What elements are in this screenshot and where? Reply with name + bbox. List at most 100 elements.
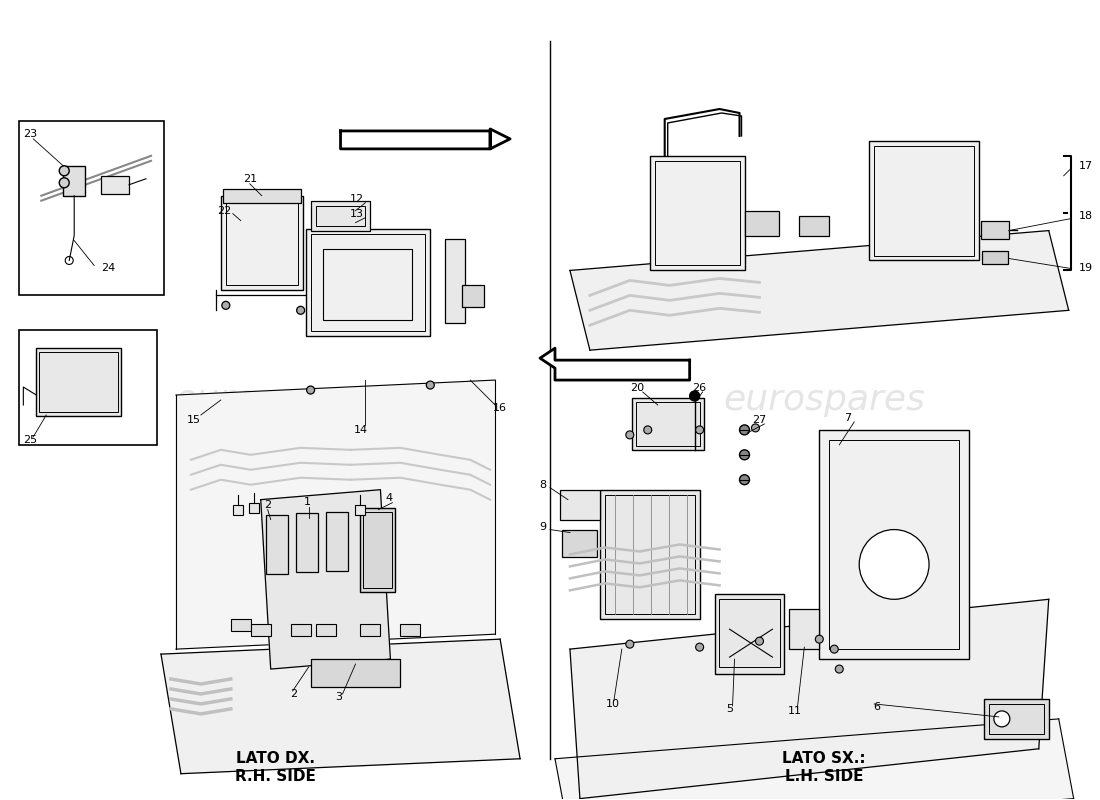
Text: 1: 1 xyxy=(304,497,311,506)
Text: 2: 2 xyxy=(290,689,297,699)
Text: 14: 14 xyxy=(353,425,367,435)
Circle shape xyxy=(626,640,634,648)
Text: 26: 26 xyxy=(693,383,706,393)
Bar xyxy=(982,250,1008,265)
Bar xyxy=(989,704,1044,734)
Text: eurospares: eurospares xyxy=(724,383,925,417)
Polygon shape xyxy=(341,129,510,149)
Bar xyxy=(221,196,302,290)
Text: LATO SX.:: LATO SX.: xyxy=(782,751,866,766)
Bar xyxy=(101,176,129,194)
Circle shape xyxy=(59,178,69,188)
Polygon shape xyxy=(556,719,1074,800)
Text: 18: 18 xyxy=(1079,210,1092,221)
Circle shape xyxy=(695,426,704,434)
Bar xyxy=(983,699,1048,739)
Polygon shape xyxy=(570,230,1069,350)
Text: 2: 2 xyxy=(264,500,272,510)
Polygon shape xyxy=(161,639,520,774)
Bar xyxy=(20,330,157,445)
Text: 21: 21 xyxy=(243,174,256,184)
Text: 6: 6 xyxy=(873,702,881,712)
Circle shape xyxy=(835,665,844,673)
Circle shape xyxy=(222,302,230,310)
Bar xyxy=(718,599,780,667)
Circle shape xyxy=(427,381,434,389)
Bar xyxy=(829,440,959,649)
Text: R.H. SIDE: R.H. SIDE xyxy=(235,769,316,784)
Bar xyxy=(355,505,365,514)
Bar xyxy=(400,624,420,636)
Bar xyxy=(715,594,784,674)
Circle shape xyxy=(59,166,69,176)
Text: 3: 3 xyxy=(336,692,342,702)
Circle shape xyxy=(644,426,651,434)
Bar xyxy=(600,490,700,619)
Text: 9: 9 xyxy=(539,522,546,531)
Text: L.H. SIDE: L.H. SIDE xyxy=(785,769,864,784)
Bar xyxy=(636,402,700,446)
Bar xyxy=(310,234,426,331)
Circle shape xyxy=(994,711,1010,727)
Bar xyxy=(266,514,288,574)
Bar xyxy=(316,206,365,226)
Circle shape xyxy=(739,474,749,485)
Text: 5: 5 xyxy=(726,704,733,714)
Bar xyxy=(306,229,430,336)
Bar xyxy=(63,166,85,196)
Bar xyxy=(316,624,336,636)
Bar xyxy=(36,348,121,416)
Bar xyxy=(233,505,243,514)
Text: 8: 8 xyxy=(539,480,546,490)
Circle shape xyxy=(815,635,823,643)
Bar xyxy=(40,352,118,412)
Text: 17: 17 xyxy=(1079,161,1092,171)
Bar xyxy=(251,624,271,636)
Bar xyxy=(605,494,694,614)
Bar xyxy=(361,508,395,592)
Text: eurospares: eurospares xyxy=(175,383,376,417)
Bar xyxy=(223,189,300,202)
Bar xyxy=(231,619,251,631)
Bar xyxy=(361,624,381,636)
Text: 25: 25 xyxy=(23,435,37,445)
Polygon shape xyxy=(176,380,495,649)
Polygon shape xyxy=(570,599,1048,798)
Text: 16: 16 xyxy=(493,403,507,413)
Circle shape xyxy=(739,450,749,460)
Bar xyxy=(249,502,258,513)
Polygon shape xyxy=(540,348,690,380)
Circle shape xyxy=(859,530,930,599)
Text: 23: 23 xyxy=(23,129,37,139)
Bar xyxy=(20,121,164,295)
Text: 13: 13 xyxy=(350,209,363,218)
Bar xyxy=(226,201,298,286)
Text: LATO DX.: LATO DX. xyxy=(236,751,316,766)
Text: 4: 4 xyxy=(386,493,393,502)
Bar xyxy=(820,430,969,659)
Text: 15: 15 xyxy=(187,415,201,425)
Bar xyxy=(322,249,412,320)
Bar xyxy=(296,513,318,572)
Text: 20: 20 xyxy=(629,383,644,393)
Bar xyxy=(326,512,348,571)
Bar xyxy=(631,398,704,450)
Text: 24: 24 xyxy=(101,263,116,274)
Text: 7: 7 xyxy=(844,413,850,423)
Bar xyxy=(800,216,829,235)
Circle shape xyxy=(695,643,704,651)
Text: 22: 22 xyxy=(217,206,231,216)
Bar xyxy=(290,624,310,636)
Text: 19: 19 xyxy=(1079,263,1092,274)
Bar xyxy=(562,530,597,558)
Circle shape xyxy=(830,645,838,653)
Circle shape xyxy=(297,306,305,314)
Circle shape xyxy=(739,425,749,435)
Bar xyxy=(462,286,484,307)
Circle shape xyxy=(756,637,763,645)
Bar xyxy=(654,161,739,266)
Text: 27: 27 xyxy=(752,415,767,425)
Circle shape xyxy=(751,424,759,432)
Bar xyxy=(446,238,465,323)
Bar xyxy=(745,210,780,235)
